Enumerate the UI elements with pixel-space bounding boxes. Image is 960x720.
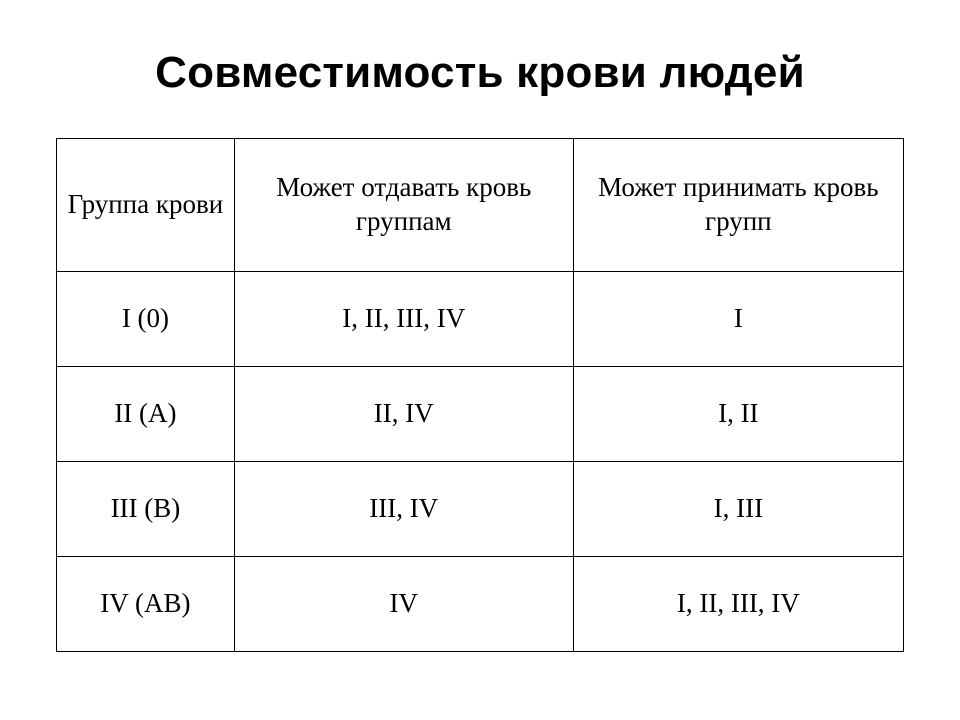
table-row: II (A) II, IV I, II bbox=[57, 367, 904, 462]
col-header-receive: Может принимать кровь групп bbox=[573, 139, 903, 272]
cell-donate: II, IV bbox=[234, 367, 573, 462]
cell-donate: IV bbox=[234, 557, 573, 652]
page-title: Совместимость крови людей bbox=[56, 48, 904, 98]
compatibility-table: Группа крови Может отдавать кровь группа… bbox=[56, 138, 904, 652]
cell-group: IV (AB) bbox=[57, 557, 235, 652]
table-header-row: Группа крови Может отдавать кровь группа… bbox=[57, 139, 904, 272]
table-row: III (B) III, IV I, III bbox=[57, 462, 904, 557]
cell-receive: I, II, III, IV bbox=[573, 557, 903, 652]
col-header-donate: Может отдавать кровь группам bbox=[234, 139, 573, 272]
cell-receive: I, III bbox=[573, 462, 903, 557]
cell-receive: I bbox=[573, 272, 903, 367]
cell-group: I (0) bbox=[57, 272, 235, 367]
table-row: I (0) I, II, III, IV I bbox=[57, 272, 904, 367]
cell-group: III (B) bbox=[57, 462, 235, 557]
cell-group: II (A) bbox=[57, 367, 235, 462]
col-header-group: Группа крови bbox=[57, 139, 235, 272]
cell-donate: I, II, III, IV bbox=[234, 272, 573, 367]
cell-receive: I, II bbox=[573, 367, 903, 462]
table-row: IV (AB) IV I, II, III, IV bbox=[57, 557, 904, 652]
cell-donate: III, IV bbox=[234, 462, 573, 557]
slide: Совместимость крови людей Группа крови М… bbox=[0, 0, 960, 720]
